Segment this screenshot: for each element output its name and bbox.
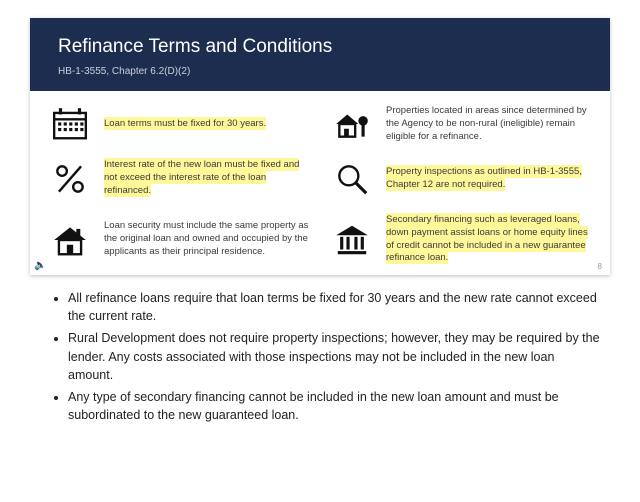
percent-icon [48,160,92,198]
calendar-icon [48,105,92,143]
term-cell-5: Secondary financing such as leveraged lo… [330,214,592,265]
term-text-3: Property inspections as outlined in HB-1… [386,166,592,192]
note-item: Rural Development does not require prope… [68,329,600,383]
slide-title: Refinance Terms and Conditions [58,36,582,58]
slide-header: Refinance Terms and Conditions HB-1-3555… [30,18,610,91]
audio-icon: 🔈 [34,260,46,271]
slide: Refinance Terms and Conditions HB-1-3555… [30,18,610,275]
note-item: Any type of secondary financing cannot b… [68,388,600,424]
notes-list: All refinance loans require that loan te… [40,289,600,424]
term-text-1: Properties located in areas since determ… [386,105,592,143]
note-item: All refinance loans require that loan te… [68,289,600,325]
term-cell-1: Properties located in areas since determ… [330,105,592,143]
term-cell-3: Property inspections as outlined in HB-1… [330,159,592,197]
term-text-4: Loan security must include the same prop… [104,220,310,258]
term-cell-0: Loan terms must be fixed for 30 years. [48,105,310,143]
magnifier-icon [330,160,374,198]
term-cell-2: Interest rate of the new loan must be fi… [48,159,310,197]
term-text-5: Secondary financing such as leveraged lo… [386,214,592,265]
slide-number: 8 [598,262,602,271]
bank-icon [330,221,374,259]
term-text-2: Interest rate of the new loan must be fi… [104,159,310,197]
house-tree-icon [330,105,374,143]
term-text-0: Loan terms must be fixed for 30 years. [104,118,266,131]
slide-subtitle: HB-1-3555, Chapter 6.2(D)(2) [58,66,582,77]
house-icon [48,221,92,259]
terms-grid: Loan terms must be fixed for 30 years. P… [48,105,592,265]
term-cell-4: Loan security must include the same prop… [48,214,310,265]
slide-body: Loan terms must be fixed for 30 years. P… [30,91,610,275]
